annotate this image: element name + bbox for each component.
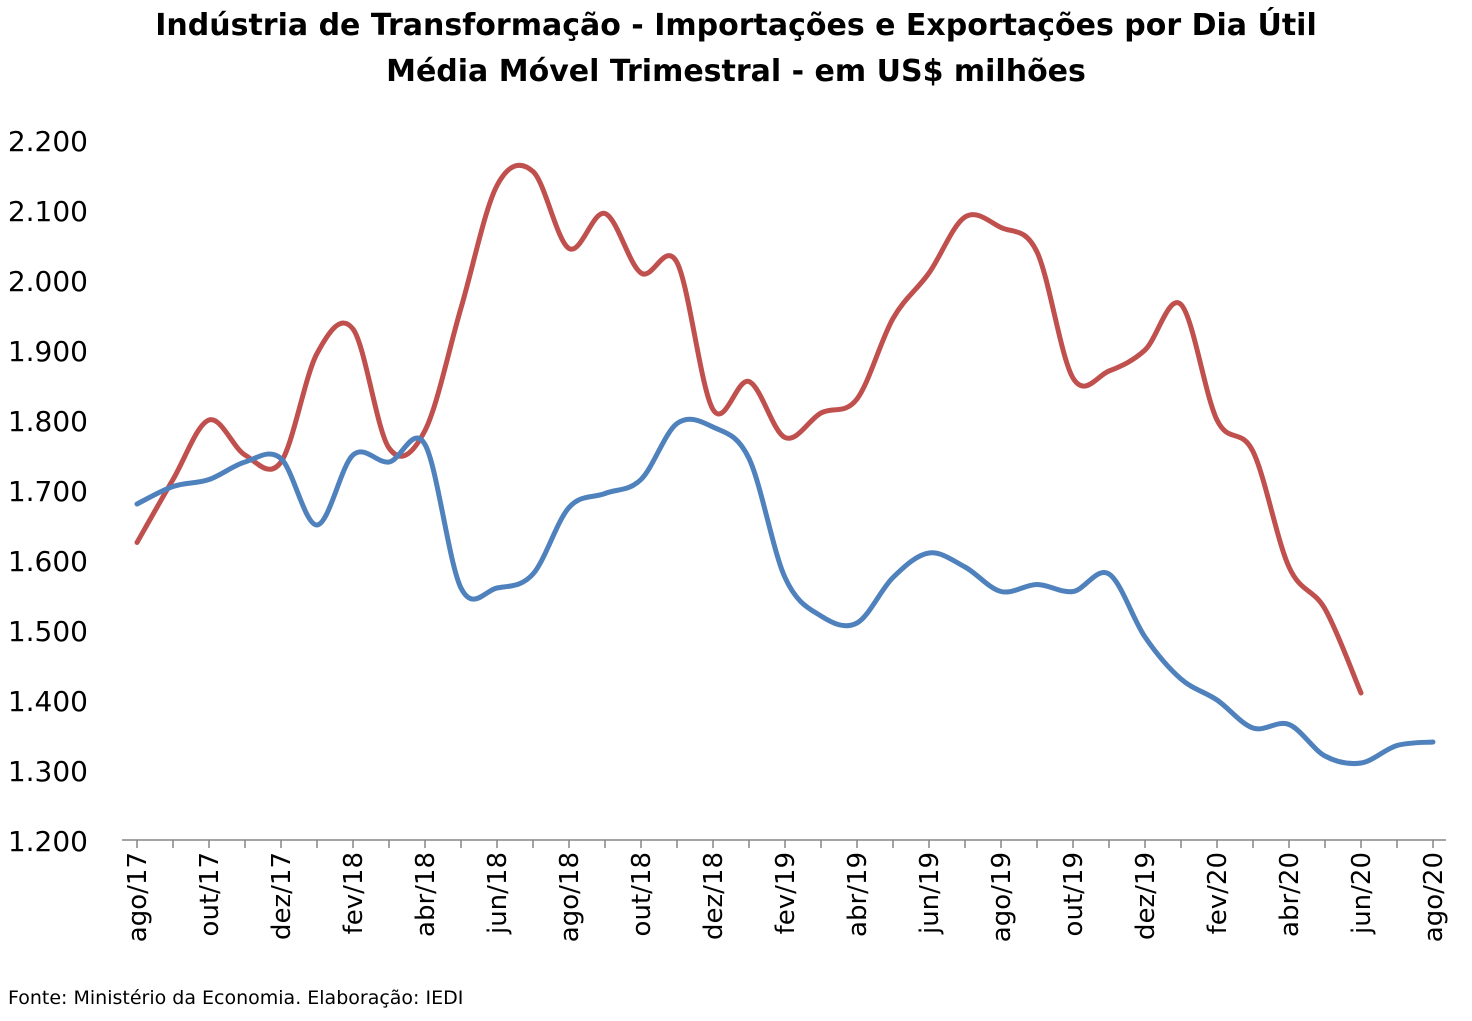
x-tick-label: out/17 <box>195 852 225 936</box>
y-tick-label: 1.500 <box>8 615 88 648</box>
x-tick-label: abr/18 <box>411 852 441 937</box>
series-line-red <box>134 162 1364 696</box>
series-layer <box>134 162 1436 767</box>
y-axis: 1.200 1.300 1.400 1.500 1.600 1.700 1.800 1.900… <box>8 125 88 858</box>
x-tick-label: fev/19 <box>771 852 801 934</box>
x-tick-label: out/19 <box>1059 852 1089 936</box>
x-tick-label: jun/20 <box>1347 852 1377 935</box>
y-tick-label: 1.900 <box>8 335 88 368</box>
y-tick-label: 2.100 <box>8 195 88 228</box>
x-tick-label: ago/18 <box>555 852 585 942</box>
series-line-blue <box>134 416 1436 767</box>
x-tick-label: dez/18 <box>699 852 729 940</box>
x-tick-label: fev/18 <box>339 852 369 934</box>
x-tick-label: jun/18 <box>483 852 513 935</box>
x-tick-label: ago/17 <box>123 852 153 942</box>
chart-title-line-2: Média Móvel Trimestral - em US$ milhões <box>386 54 1086 89</box>
y-tick-label: 1.400 <box>8 685 88 718</box>
x-axis: ago/17 out/17 dez/17 fev/18 abr/18 jun/18 ago/… <box>122 839 1449 942</box>
x-tick-label: out/18 <box>627 852 657 936</box>
y-tick-label: 1.200 <box>8 825 88 858</box>
x-tick-label: fev/20 <box>1203 852 1233 934</box>
y-tick-label: 1.800 <box>8 405 88 438</box>
x-tick-label: dez/17 <box>267 852 297 940</box>
x-tick-label: abr/19 <box>843 852 873 937</box>
x-tick-label: jun/19 <box>915 852 945 935</box>
y-tick-label: 2.000 <box>8 265 88 298</box>
y-tick-label: 1.600 <box>8 545 88 578</box>
x-tick-label: abr/20 <box>1275 852 1305 937</box>
x-tick-label: ago/19 <box>987 852 1017 942</box>
y-tick-label: 1.700 <box>8 475 88 508</box>
chart-title-line-1: Indústria de Transformação - Importações… <box>155 8 1317 43</box>
source-note: Fonte: Ministério da Economia. Elaboraçã… <box>8 987 464 1009</box>
y-tick-label: 2.200 <box>8 125 88 158</box>
y-tick-label: 1.300 <box>8 755 88 788</box>
x-tick-label: ago/20 <box>1419 852 1449 942</box>
x-tick-label: dez/19 <box>1131 852 1161 940</box>
